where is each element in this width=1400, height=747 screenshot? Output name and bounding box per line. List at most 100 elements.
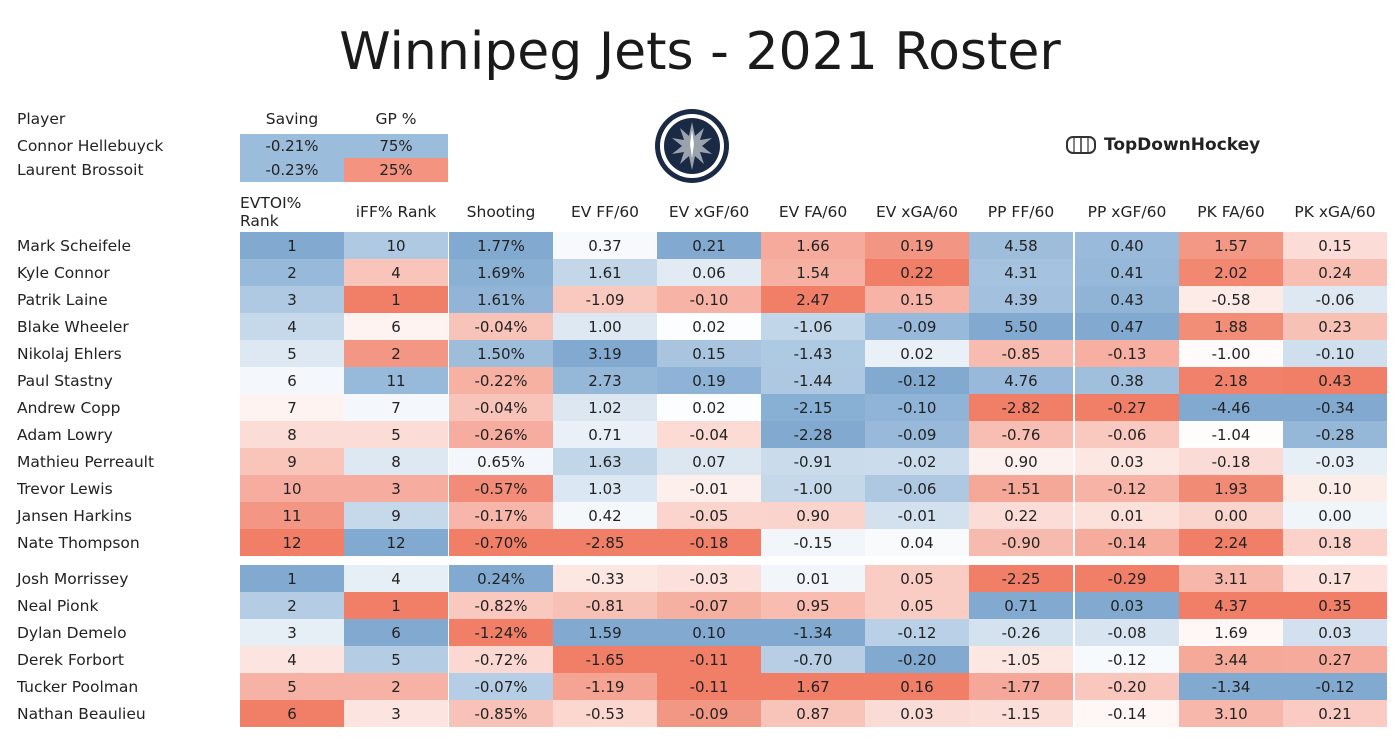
stat-cell: -2.85 <box>553 529 657 556</box>
stat-cell: 0.23 <box>1283 313 1387 340</box>
stat-cell: 3.10 <box>1179 700 1283 727</box>
stat-cell: 0.19 <box>865 232 969 259</box>
stat-cell: 0.19 <box>657 367 761 394</box>
stat-cell: -0.03 <box>657 565 761 592</box>
stat-cell: 1.50% <box>449 340 553 367</box>
stat-cell: -0.28 <box>1283 421 1387 448</box>
stat-cell: -1.15 <box>969 700 1073 727</box>
stat-cell: 8 <box>344 448 448 475</box>
stat-cell: -0.01 <box>657 475 761 502</box>
player-name: Andrew Copp <box>17 398 121 417</box>
stat-cell: 5 <box>240 340 344 367</box>
player-name: Derek Forbort <box>17 650 124 669</box>
stat-cell: 12 <box>240 529 344 556</box>
player-name: Nikolaj Ehlers <box>17 344 122 363</box>
stat-cell: 0.04 <box>865 529 969 556</box>
stat-cell: 0.02 <box>865 340 969 367</box>
stat-cell: 9 <box>344 502 448 529</box>
stat-cell: 4.76 <box>969 367 1073 394</box>
stat-cell: 6 <box>240 367 344 394</box>
goalie-header-saving: Saving <box>265 110 319 128</box>
stat-cell: 3 <box>344 700 448 727</box>
stat-cell: 2 <box>240 592 344 619</box>
stat-cell: -0.70% <box>449 529 553 556</box>
stat-cell: -1.34 <box>1179 673 1283 700</box>
player-name: Mark Scheifele <box>17 236 132 255</box>
column-header: Shooting <box>466 203 536 221</box>
goalie-saving-cell: -0.23% <box>240 158 344 182</box>
stat-cell: -1.44 <box>761 367 865 394</box>
stat-cell: 1.69% <box>449 259 553 286</box>
brand-name: TopDownHockey <box>1104 135 1261 155</box>
stat-cell: 4 <box>344 565 448 592</box>
stat-cell: -2.25 <box>969 565 1073 592</box>
column-header: EV xGA/60 <box>875 203 959 221</box>
stat-cell: -0.85 <box>969 340 1073 367</box>
stat-cell: -0.18 <box>657 529 761 556</box>
stat-cell: 0.38 <box>1075 367 1179 394</box>
stat-cell: 5 <box>240 673 344 700</box>
stat-cell: -0.20 <box>1075 673 1179 700</box>
stat-cell: 4.58 <box>969 232 1073 259</box>
stat-cell: -0.58 <box>1179 286 1283 313</box>
stat-cell: -0.11 <box>657 673 761 700</box>
column-header: PK xGA/60 <box>1294 203 1376 221</box>
stat-cell: 10 <box>240 475 344 502</box>
stat-cell: -0.04% <box>449 313 553 340</box>
stat-cell: 1.00 <box>553 313 657 340</box>
stat-cell: 0.35 <box>1283 592 1387 619</box>
stat-cell: 3 <box>344 475 448 502</box>
stat-cell: 0.37 <box>553 232 657 259</box>
jets-logo-icon <box>655 109 729 183</box>
stat-cell: -0.07% <box>449 673 553 700</box>
stat-cell: -0.82% <box>449 592 553 619</box>
stat-cell: 0.02 <box>657 313 761 340</box>
stat-cell: -0.81 <box>553 592 657 619</box>
column-header: PP xGF/60 <box>1087 203 1167 221</box>
player-name: Josh Morrissey <box>17 569 129 588</box>
stat-cell: 2 <box>240 259 344 286</box>
stat-cell: 1.02 <box>553 394 657 421</box>
stat-cell: -0.27 <box>1075 394 1179 421</box>
stat-cell: -0.04% <box>449 394 553 421</box>
stat-cell: 12 <box>344 529 448 556</box>
stat-cell: 1.03 <box>553 475 657 502</box>
stat-cell: 1 <box>240 565 344 592</box>
stat-cell: 3.19 <box>553 340 657 367</box>
player-name: Paul Stastny <box>17 371 113 390</box>
stat-cell: 0.95 <box>761 592 865 619</box>
column-header: EV FA/60 <box>778 203 848 221</box>
stat-cell: 1.69 <box>1179 619 1283 646</box>
player-name: Jansen Harkins <box>17 506 132 525</box>
stat-cell: -0.02 <box>865 448 969 475</box>
stat-cell: -1.04 <box>1179 421 1283 448</box>
stat-cell: 1.67 <box>761 673 865 700</box>
stat-cell: -0.29 <box>1075 565 1179 592</box>
column-header: EV FF/60 <box>570 203 640 221</box>
player-name: Blake Wheeler <box>17 317 129 336</box>
stat-cell: 0.07 <box>657 448 761 475</box>
stat-cell: -0.03 <box>1283 448 1387 475</box>
stat-cell: 0.65% <box>449 448 553 475</box>
stat-cell: -1.51 <box>969 475 1073 502</box>
column-header: EVTOI% Rank <box>240 194 302 230</box>
stat-cell: 0.71 <box>553 421 657 448</box>
stat-cell: -0.14 <box>1075 529 1179 556</box>
player-name: Patrik Laine <box>17 290 108 309</box>
stat-cell: 6 <box>344 619 448 646</box>
stat-cell: 0.03 <box>1075 448 1179 475</box>
stat-cell: 0.21 <box>1283 700 1387 727</box>
goalie-gp-cell: 75% <box>344 134 448 158</box>
stat-cell: -0.10 <box>865 394 969 421</box>
stat-cell: 6 <box>240 700 344 727</box>
player-name: Nate Thompson <box>17 533 140 552</box>
player-name: Neal Pionk <box>17 596 99 615</box>
goalie-header-player: Player <box>17 110 66 128</box>
goalie-saving-cell: -0.21% <box>240 134 344 158</box>
stat-cell: 8 <box>240 421 344 448</box>
column-header: PK FA/60 <box>1197 203 1265 221</box>
stat-cell: -1.24% <box>449 619 553 646</box>
stat-cell: -0.17% <box>449 502 553 529</box>
stat-cell: 7 <box>240 394 344 421</box>
stat-cell: -0.18 <box>1179 448 1283 475</box>
